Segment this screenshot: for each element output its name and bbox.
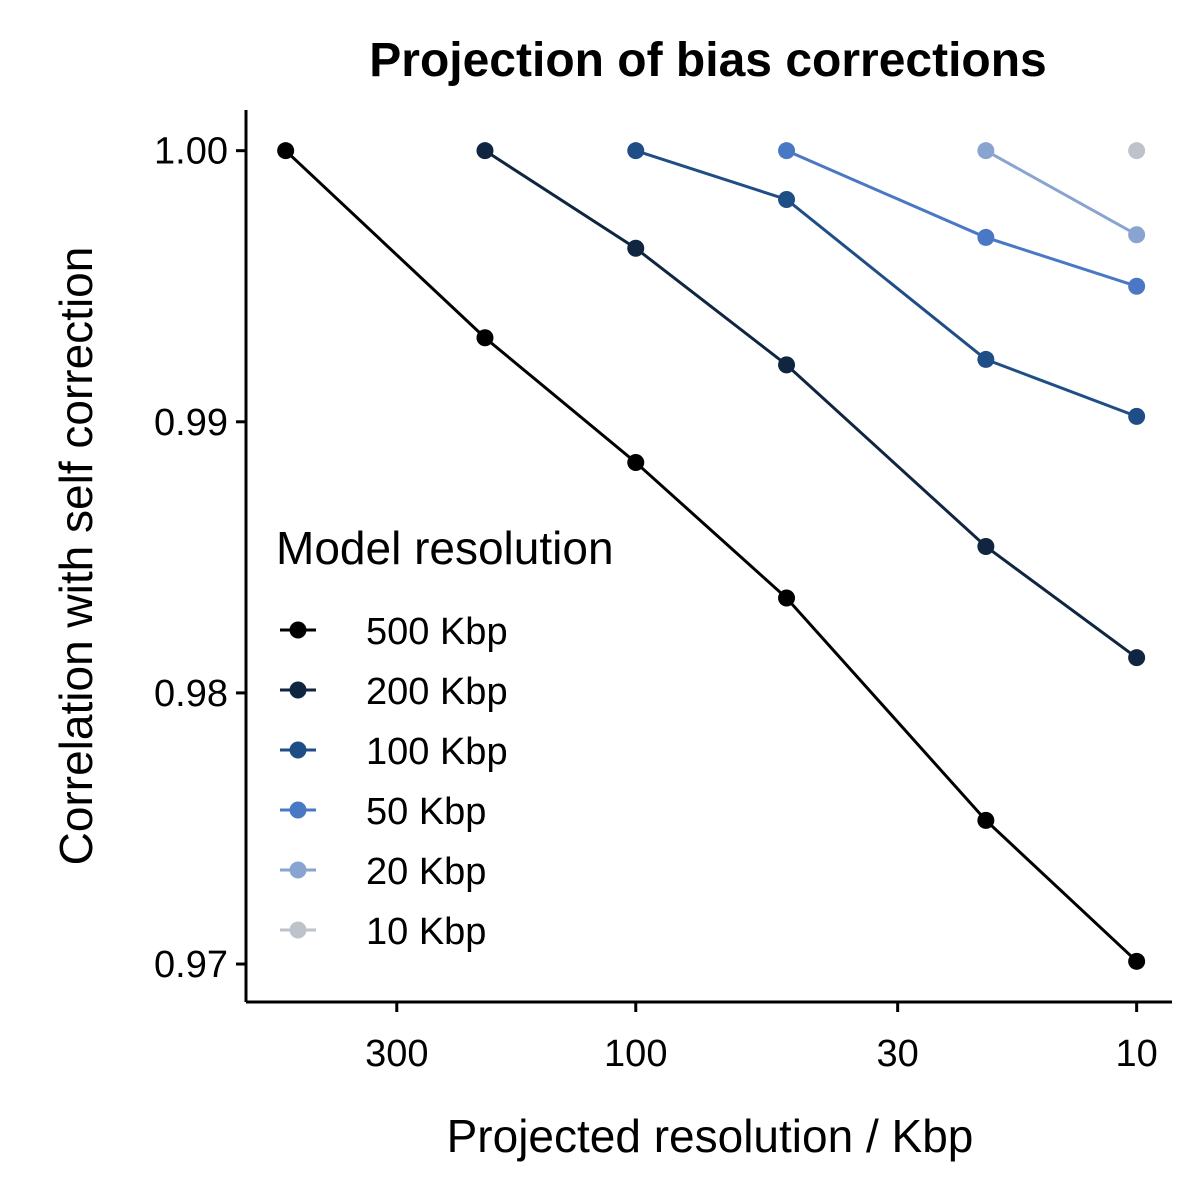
legend-key-point [289, 801, 307, 819]
legend-title: Model resolution [276, 522, 614, 574]
data-point [977, 142, 995, 160]
legend-label: 100 Kbp [366, 731, 508, 773]
x-tick-label: 10 [1116, 1033, 1158, 1075]
series-200-kbp [476, 142, 1146, 667]
data-point [1128, 226, 1146, 244]
data-point [977, 228, 995, 246]
legend-item: 10 Kbp [280, 911, 486, 953]
legend-label: 10 Kbp [366, 911, 486, 953]
data-point [778, 356, 796, 374]
legend-item: 50 Kbp [280, 791, 486, 833]
legend-item: 500 Kbp [280, 611, 508, 653]
series-line [985, 149, 1138, 237]
chart-title: Projection of bias corrections [369, 34, 1046, 87]
data-point [977, 538, 995, 556]
legend-label: 200 Kbp [366, 671, 508, 713]
data-point [1128, 407, 1146, 425]
series-line [484, 149, 1138, 659]
data-point [1128, 952, 1146, 970]
legend-key-point [289, 861, 307, 879]
y-axis-title: Correlation with self correction [50, 247, 102, 866]
series-100-kbp [627, 142, 1146, 425]
legend-key-point [289, 741, 307, 759]
y-tick-label: 0.97 [154, 944, 228, 986]
series-50-kbp [778, 142, 1146, 295]
legend-items: 500 Kbp 200 Kbp 100 Kbp 50 Kbp 20 Kbp 10 Kbp [280, 611, 508, 953]
data-point [778, 589, 796, 607]
data-point [277, 142, 295, 160]
legend-key-point [289, 921, 307, 939]
data-point [476, 329, 494, 347]
data-point [627, 142, 645, 160]
series-20-kbp [977, 142, 1146, 244]
series-line [635, 149, 1138, 418]
data-point [778, 142, 796, 160]
series-10-kbp [1128, 142, 1146, 160]
x-axis-ticks: 300 100 30 10 [365, 1002, 1158, 1075]
legend-item: 100 Kbp [280, 731, 508, 773]
legend-label: 20 Kbp [366, 851, 486, 893]
data-point [977, 350, 995, 368]
x-tick-label: 100 [604, 1033, 667, 1075]
legend-label: 500 Kbp [366, 611, 508, 653]
legend-item: 20 Kbp [280, 851, 486, 893]
y-tick-label: 0.99 [154, 402, 228, 444]
series-500-kbp [277, 142, 1146, 970]
legend-item: 200 Kbp [280, 671, 508, 713]
x-tick-label: 30 [877, 1033, 919, 1075]
data-point [1128, 142, 1146, 160]
x-axis-title: Projected resolution / Kbp [447, 1110, 974, 1162]
y-tick-label: 0.98 [154, 673, 228, 715]
series-line [284, 149, 1138, 963]
y-axis-ticks: 0.97 0.98 0.99 1.00 [154, 131, 246, 986]
legend-label: 50 Kbp [366, 791, 486, 833]
legend-key-point [289, 621, 307, 639]
x-tick-label: 300 [365, 1033, 428, 1075]
series-layer [277, 142, 1146, 970]
data-point [778, 190, 796, 208]
data-point [1128, 649, 1146, 667]
data-point [1128, 277, 1146, 295]
series-line [785, 149, 1138, 288]
data-point [977, 811, 995, 829]
data-point [627, 453, 645, 471]
y-tick-label: 1.00 [154, 131, 228, 173]
legend-key-point [289, 681, 307, 699]
data-point [627, 239, 645, 257]
data-point [476, 142, 494, 160]
